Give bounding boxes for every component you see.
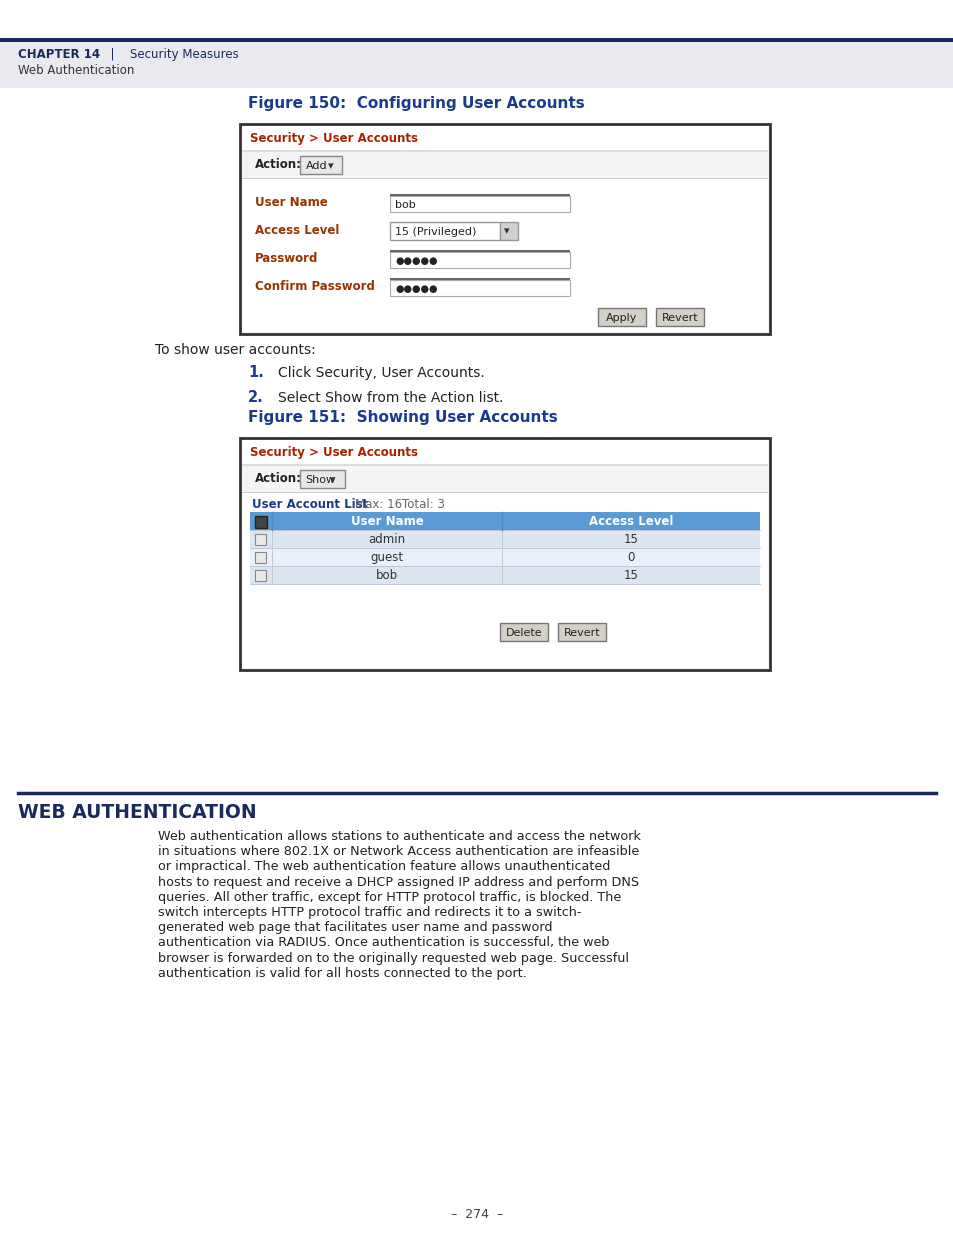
Bar [390, 278, 569, 280]
Bar [598, 308, 645, 326]
Text: Show: Show [305, 475, 335, 485]
Text: Apply: Apply [606, 312, 637, 324]
Bar [390, 222, 499, 240]
Text: browser is forwarded on to the originally requested web page. Successful: browser is forwarded on to the originall… [158, 952, 628, 965]
Text: Figure 150:  Configuring User Accounts: Figure 150: Configuring User Accounts [248, 96, 584, 111]
Bar [499, 622, 547, 641]
Text: Figure 151:  Showing User Accounts: Figure 151: Showing User Accounts [248, 410, 558, 425]
Text: admin: admin [368, 534, 405, 546]
Text: 15 (Privileged): 15 (Privileged) [395, 227, 476, 237]
Text: bob: bob [395, 200, 416, 210]
Text: 15: 15 [623, 569, 638, 582]
Text: ▾: ▾ [330, 475, 335, 485]
Bar [250, 513, 760, 530]
Bar [250, 566, 760, 584]
Bar [254, 552, 266, 563]
Text: Web authentication allows stations to authenticate and access the network: Web authentication allows stations to au… [158, 830, 640, 844]
Text: Click Security, User Accounts.: Click Security, User Accounts. [277, 366, 484, 380]
Bar [656, 308, 703, 326]
Text: Select Show from the Action list.: Select Show from the Action list. [277, 391, 503, 405]
Text: ▾: ▾ [503, 226, 509, 236]
Bar [390, 249, 569, 252]
Text: Security Measures: Security Measures [130, 48, 238, 61]
Bar [250, 548, 760, 566]
Bar [390, 280, 569, 296]
Bar [250, 530, 760, 548]
Bar [558, 622, 605, 641]
Text: |: | [103, 48, 122, 61]
Text: Revert: Revert [563, 629, 599, 638]
Bar [242, 152, 767, 178]
Text: in situations where 802.1X or Network Access authentication are infeasible: in situations where 802.1X or Network Ac… [158, 845, 639, 858]
Bar [390, 252, 569, 268]
Bar [0, 42, 953, 88]
Bar [242, 493, 767, 668]
Text: authentication is valid for all hosts connected to the port.: authentication is valid for all hosts co… [158, 967, 526, 979]
Text: Security > User Accounts: Security > User Accounts [250, 446, 417, 459]
Bar [499, 222, 517, 240]
Text: User Name: User Name [351, 515, 423, 529]
Bar [254, 571, 266, 580]
Text: ▾: ▾ [328, 161, 334, 170]
Text: 0: 0 [627, 551, 634, 564]
Text: authentication via RADIUS. Once authentication is successful, the web: authentication via RADIUS. Once authenti… [158, 936, 609, 950]
Bar [240, 124, 769, 333]
Text: guest: guest [370, 551, 403, 564]
Text: Add: Add [306, 161, 327, 170]
Text: queries. All other traffic, except for HTTP protocol traffic, is blocked. The: queries. All other traffic, except for H… [158, 890, 620, 904]
Text: ●●●●●: ●●●●● [395, 284, 437, 294]
Bar [242, 126, 767, 149]
Text: Revert: Revert [661, 312, 698, 324]
Text: bob: bob [375, 569, 397, 582]
Text: hosts to request and receive a DHCP assigned IP address and perform DNS: hosts to request and receive a DHCP assi… [158, 876, 639, 889]
Bar [0, 38, 953, 42]
Bar [254, 516, 267, 529]
Text: User Name: User Name [254, 196, 328, 209]
Bar [299, 471, 345, 488]
Bar [242, 440, 767, 464]
Bar [390, 194, 569, 196]
Bar [242, 149, 767, 152]
Bar [390, 196, 569, 212]
Text: 2.: 2. [248, 390, 263, 405]
Text: ●●●●●: ●●●●● [395, 256, 437, 266]
Bar [240, 438, 769, 671]
Text: WEB AUTHENTICATION: WEB AUTHENTICATION [18, 803, 256, 823]
Text: Access Level: Access Level [588, 515, 673, 529]
Text: Web Authentication: Web Authentication [18, 64, 134, 77]
Text: Max: 16: Max: 16 [355, 498, 402, 511]
Text: Security > User Accounts: Security > User Accounts [250, 132, 417, 144]
Bar [254, 534, 266, 545]
Text: or impractical. The web authentication feature allows unauthenticated: or impractical. The web authentication f… [158, 861, 610, 873]
Text: To show user accounts:: To show user accounts: [154, 343, 315, 357]
Bar [242, 464, 767, 466]
Text: –  274  –: – 274 – [451, 1208, 502, 1221]
Text: Access Level: Access Level [254, 224, 339, 237]
Text: 15: 15 [623, 534, 638, 546]
Text: Confirm Password: Confirm Password [254, 280, 375, 293]
Text: Password: Password [254, 252, 318, 266]
Text: Delete: Delete [505, 629, 541, 638]
Bar [242, 466, 767, 492]
Bar [0, 0, 953, 38]
Text: User Account List: User Account List [252, 498, 368, 511]
Bar [299, 156, 341, 174]
Text: 1.: 1. [248, 366, 264, 380]
Text: Action:: Action: [254, 158, 302, 170]
Bar [242, 179, 767, 332]
Text: generated web page that facilitates user name and password: generated web page that facilitates user… [158, 921, 552, 934]
Text: switch intercepts HTTP protocol traffic and redirects it to a switch-: switch intercepts HTTP protocol traffic … [158, 906, 581, 919]
Text: Action:: Action: [254, 472, 302, 485]
Text: CHAPTER 14: CHAPTER 14 [18, 48, 100, 61]
Text: Total: 3: Total: 3 [401, 498, 444, 511]
